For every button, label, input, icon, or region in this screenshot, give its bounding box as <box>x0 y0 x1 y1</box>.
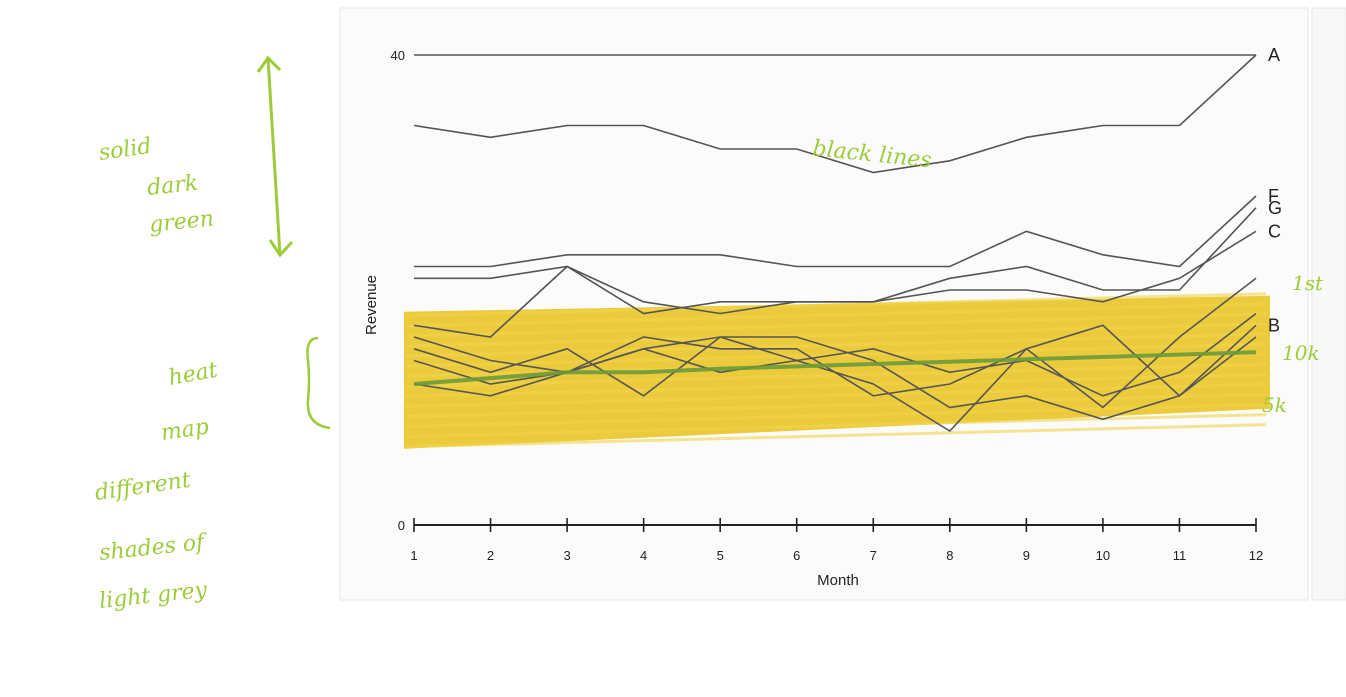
annotation-line: dark <box>146 171 199 201</box>
highlight-stroke <box>405 403 1267 429</box>
highlight-stroke <box>405 292 1267 318</box>
x-axis-title: Month <box>817 572 859 589</box>
series-label-g: G <box>1268 198 1282 218</box>
x-axis: 1 2 3 4 5 6 7 8 9 10 11 12 <box>410 518 1263 563</box>
series-line-f <box>414 195 1257 268</box>
series-end-labels: A FGC B <box>1268 45 1282 335</box>
annotation-top-left: solid dark green <box>97 55 294 258</box>
x-tick-label: 4 <box>640 548 647 563</box>
x-tick-label: 8 <box>946 548 953 563</box>
x-tick-label: 6 <box>793 548 800 563</box>
x-tick-label: 9 <box>1023 548 1030 563</box>
x-tick-label: 1 <box>410 548 417 563</box>
highlight-stroke <box>405 322 1267 348</box>
trend-layer <box>413 350 1257 386</box>
series-label-c: C <box>1268 221 1281 241</box>
annotation-line: heat <box>167 358 220 391</box>
trend-line <box>413 350 1257 386</box>
series-line-unlabeled-5 <box>413 277 1257 409</box>
annotation-line: light grey <box>98 578 209 614</box>
x-tick-label: 5 <box>717 548 724 563</box>
series-line-unlabeled-7 <box>413 312 1257 397</box>
x-tick-label: 10 <box>1096 548 1110 563</box>
annotation-line: map <box>159 414 210 445</box>
highlight-stroke <box>405 372 1267 398</box>
annotation-line: green <box>148 206 215 238</box>
x-tick-label: 7 <box>870 548 877 563</box>
annotation-line: solid <box>97 134 153 166</box>
highlight-stroke <box>405 423 1267 449</box>
adjacent-panel-edge <box>1311 7 1346 601</box>
series-label-b: B <box>1268 315 1280 335</box>
annotation-right-3: 5k <box>1262 393 1287 417</box>
annotation-line: different <box>93 468 192 506</box>
highlight-stroke <box>405 362 1267 388</box>
highlight-stroke <box>405 392 1267 418</box>
highlight-stroke <box>405 302 1267 328</box>
annotation-line: shades of <box>98 530 209 566</box>
x-tick-label: 3 <box>563 548 570 563</box>
series-label-a: A <box>1268 45 1280 65</box>
y-tick-label-top: 40 <box>391 48 405 63</box>
y-tick-label-zero: 0 <box>398 518 405 533</box>
y-axis-title: Revenue <box>363 275 380 335</box>
x-tick-label: 2 <box>487 548 494 563</box>
annotation-middle-left: heat map different shades of light grey <box>93 336 331 614</box>
series-line-a <box>413 54 1257 174</box>
x-tick-label: 12 <box>1249 548 1263 563</box>
highlight-stroke <box>405 382 1267 408</box>
bracket-icon <box>306 336 331 430</box>
series-line-c <box>413 230 1257 338</box>
annotation-right-1: 1st <box>1292 271 1324 295</box>
highlight-stroke <box>405 312 1267 338</box>
highlight-stroke <box>405 413 1267 439</box>
x-tick-label: 11 <box>1173 548 1187 563</box>
annotation-right-2: 10k <box>1282 341 1320 365</box>
double-arrow-icon <box>256 55 294 258</box>
series-label-f: F <box>1268 186 1279 206</box>
highlight-stroke <box>405 332 1267 358</box>
